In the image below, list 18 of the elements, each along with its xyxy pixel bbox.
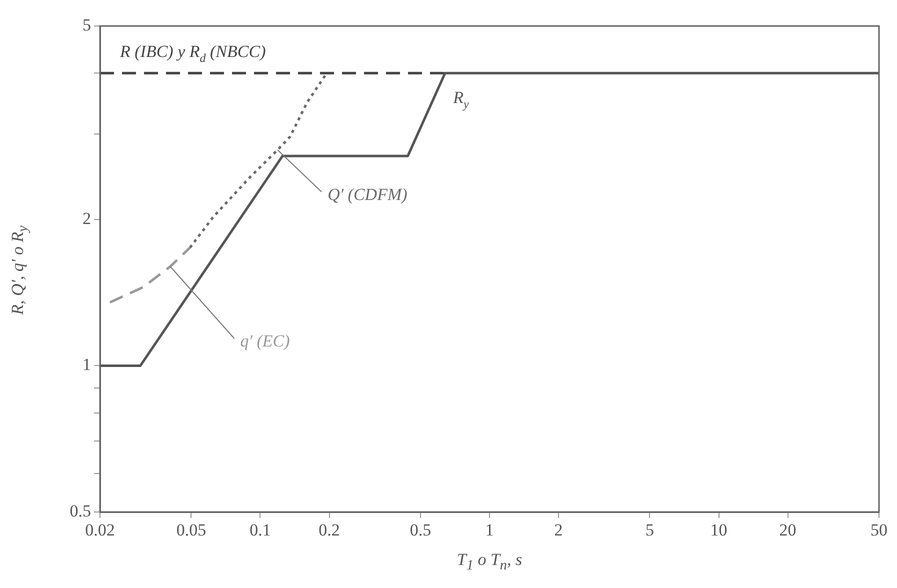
x-tick-label: 1 xyxy=(485,520,494,540)
x-tick-label: 0.1 xyxy=(250,520,271,540)
x-axis-title: T$_{1}$ o T$_{n}$, s xyxy=(456,550,524,574)
y-tick-label: 2 xyxy=(82,208,91,228)
x-tick-label: 20 xyxy=(779,520,796,540)
y-tick-label: 0.5 xyxy=(70,501,91,520)
x-tick-label: 10 xyxy=(710,520,728,540)
y-tick-label: 1 xyxy=(82,355,91,374)
x-tick-label: 0.5 xyxy=(410,520,432,540)
x-tick-label: 0.05 xyxy=(176,520,206,540)
text: q′ (EC) xyxy=(240,331,290,350)
x-tick-label: 2 xyxy=(554,520,563,540)
x-tick-label: 50 xyxy=(870,520,888,540)
y-tick-label: 5 xyxy=(82,15,91,34)
x-tick-label: 0.2 xyxy=(318,520,340,540)
x-tick-label: 0.02 xyxy=(85,520,115,540)
text: Q′ (CDFM) xyxy=(328,184,408,204)
x-tick-label: 5 xyxy=(645,520,654,540)
